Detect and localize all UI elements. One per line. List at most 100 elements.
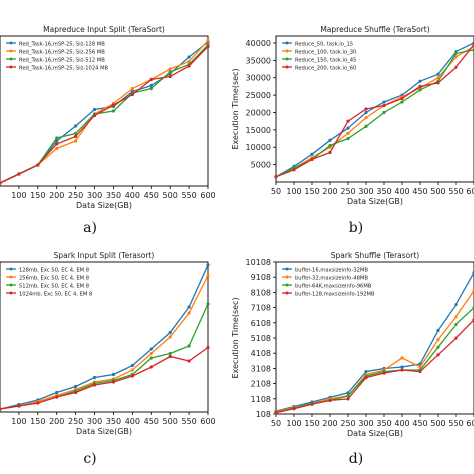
data-point: [187, 59, 191, 64]
data-point: [168, 351, 172, 356]
data-point: [74, 384, 78, 389]
data-point: [346, 126, 350, 130]
x-axis-label: Data Size(GB): [347, 197, 403, 206]
data-point: [168, 74, 172, 79]
data-point: [74, 131, 78, 136]
x-tick-label: 200: [322, 419, 337, 428]
x-tick-label: 350: [376, 187, 391, 196]
data-point: [436, 338, 440, 342]
data-point: [168, 70, 172, 74]
data-point: [436, 345, 440, 349]
data-point: [92, 383, 97, 387]
data-point: [310, 157, 314, 162]
y-tick-label: 10000: [246, 143, 271, 152]
legend-label: Reduce_100, task.io_30: [295, 49, 356, 55]
data-point: [130, 374, 134, 378]
x-tick-label: 600: [466, 419, 474, 428]
legend-label: buffer-64K,maxsizeinfo-96MB: [295, 283, 372, 289]
legend-marker: [9, 275, 13, 279]
data-point: [187, 359, 191, 363]
legend-marker: [9, 41, 13, 45]
data-point: [328, 138, 332, 142]
data-point: [0, 407, 2, 411]
data-point: [36, 401, 40, 405]
chart-title: Mapreduce Input Split (TeraSort): [43, 25, 165, 34]
data-point: [454, 65, 458, 69]
plot-frame: [0, 261, 209, 413]
data-point: [292, 168, 296, 172]
data-point: [346, 391, 350, 395]
x-tick-label: 200: [322, 187, 337, 196]
data-point: [149, 365, 153, 369]
x-tick-label: 300: [87, 191, 102, 200]
data-point: [149, 356, 153, 360]
plot-frame: [0, 35, 209, 187]
x-tick-label: 450: [412, 187, 427, 196]
legend-marker: [285, 41, 289, 45]
x-tick-label: 100: [286, 419, 301, 428]
legend-label: 512mb, Exc 50, EC 4, EM 8: [19, 283, 89, 289]
x-tick-label: 550: [181, 191, 196, 200]
x-tick-label: 150: [304, 419, 319, 428]
y-tick-label: 9108: [251, 273, 271, 282]
data-point: [92, 107, 97, 112]
data-point: [55, 390, 59, 395]
legend-marker: [285, 65, 289, 69]
x-tick-label: 600: [200, 191, 215, 200]
x-tick-label: 400: [394, 187, 409, 196]
series-line: [275, 45, 474, 178]
y-tick-label: 4108: [251, 349, 271, 358]
data-point: [149, 351, 153, 356]
series-line: [0, 303, 209, 410]
data-point: [382, 110, 386, 115]
data-point: [364, 376, 368, 380]
data-point: [310, 152, 314, 156]
legend-marker: [9, 57, 13, 61]
data-point: [92, 113, 97, 118]
x-tick-label: 500: [163, 191, 178, 200]
data-point: [436, 72, 440, 76]
x-tick-label: 200: [49, 191, 64, 200]
data-point: [400, 356, 404, 360]
legend-label: buffer-128,maxsizeinfo-192MB: [295, 291, 375, 297]
data-point: [418, 369, 422, 374]
y-tick-label: 35000: [246, 56, 271, 65]
chart-panel-4: Spark Shuffle (Terasort) 50 100 150 200 250 30…: [231, 251, 474, 467]
data-point: [346, 119, 350, 123]
series-line: [0, 346, 209, 410]
data-point: [400, 365, 404, 369]
x-tick-label: 550: [448, 419, 463, 428]
data-point: [149, 347, 153, 351]
y-tick-label: 30000: [246, 74, 271, 83]
data-point: [364, 369, 368, 374]
y-tick-label: 20000: [246, 108, 271, 117]
data-point: [130, 92, 134, 97]
legend-marker: [9, 267, 13, 271]
x-tick-label: 300: [358, 419, 373, 428]
data-point: [168, 335, 172, 339]
y-tick-label: 1108: [251, 395, 271, 404]
x-tick-label: 250: [340, 419, 355, 428]
x-axis-label: Data Size(GB): [347, 429, 403, 438]
x-tick-label: 500: [163, 417, 178, 426]
x-tick-label: 400: [394, 419, 409, 428]
data-point: [328, 150, 332, 155]
legend-label: Red_Task-16,mSP-25, Siz-128 MB: [19, 41, 105, 47]
legend-marker: [285, 283, 289, 287]
data-point: [206, 345, 210, 350]
data-point: [168, 330, 172, 335]
y-tick-label: 8108: [251, 288, 271, 297]
data-point: [149, 86, 153, 91]
data-point: [346, 397, 350, 401]
x-tick-label: 100: [11, 417, 26, 426]
legend-label: buffer-16,maxsizeinfo-32MB: [295, 267, 368, 273]
legend-label: buffer-32,maxsizeinfo-48MB: [295, 275, 368, 281]
data-point: [187, 311, 191, 315]
y-tick-label: 5000: [251, 161, 271, 170]
data-point: [328, 398, 332, 403]
data-point: [187, 305, 191, 309]
x-tick-label: 350: [376, 419, 391, 428]
legend-label: 256mb, Exc 50, EC 4, EM 8: [19, 275, 89, 281]
data-point: [436, 81, 440, 85]
data-point: [130, 363, 134, 368]
